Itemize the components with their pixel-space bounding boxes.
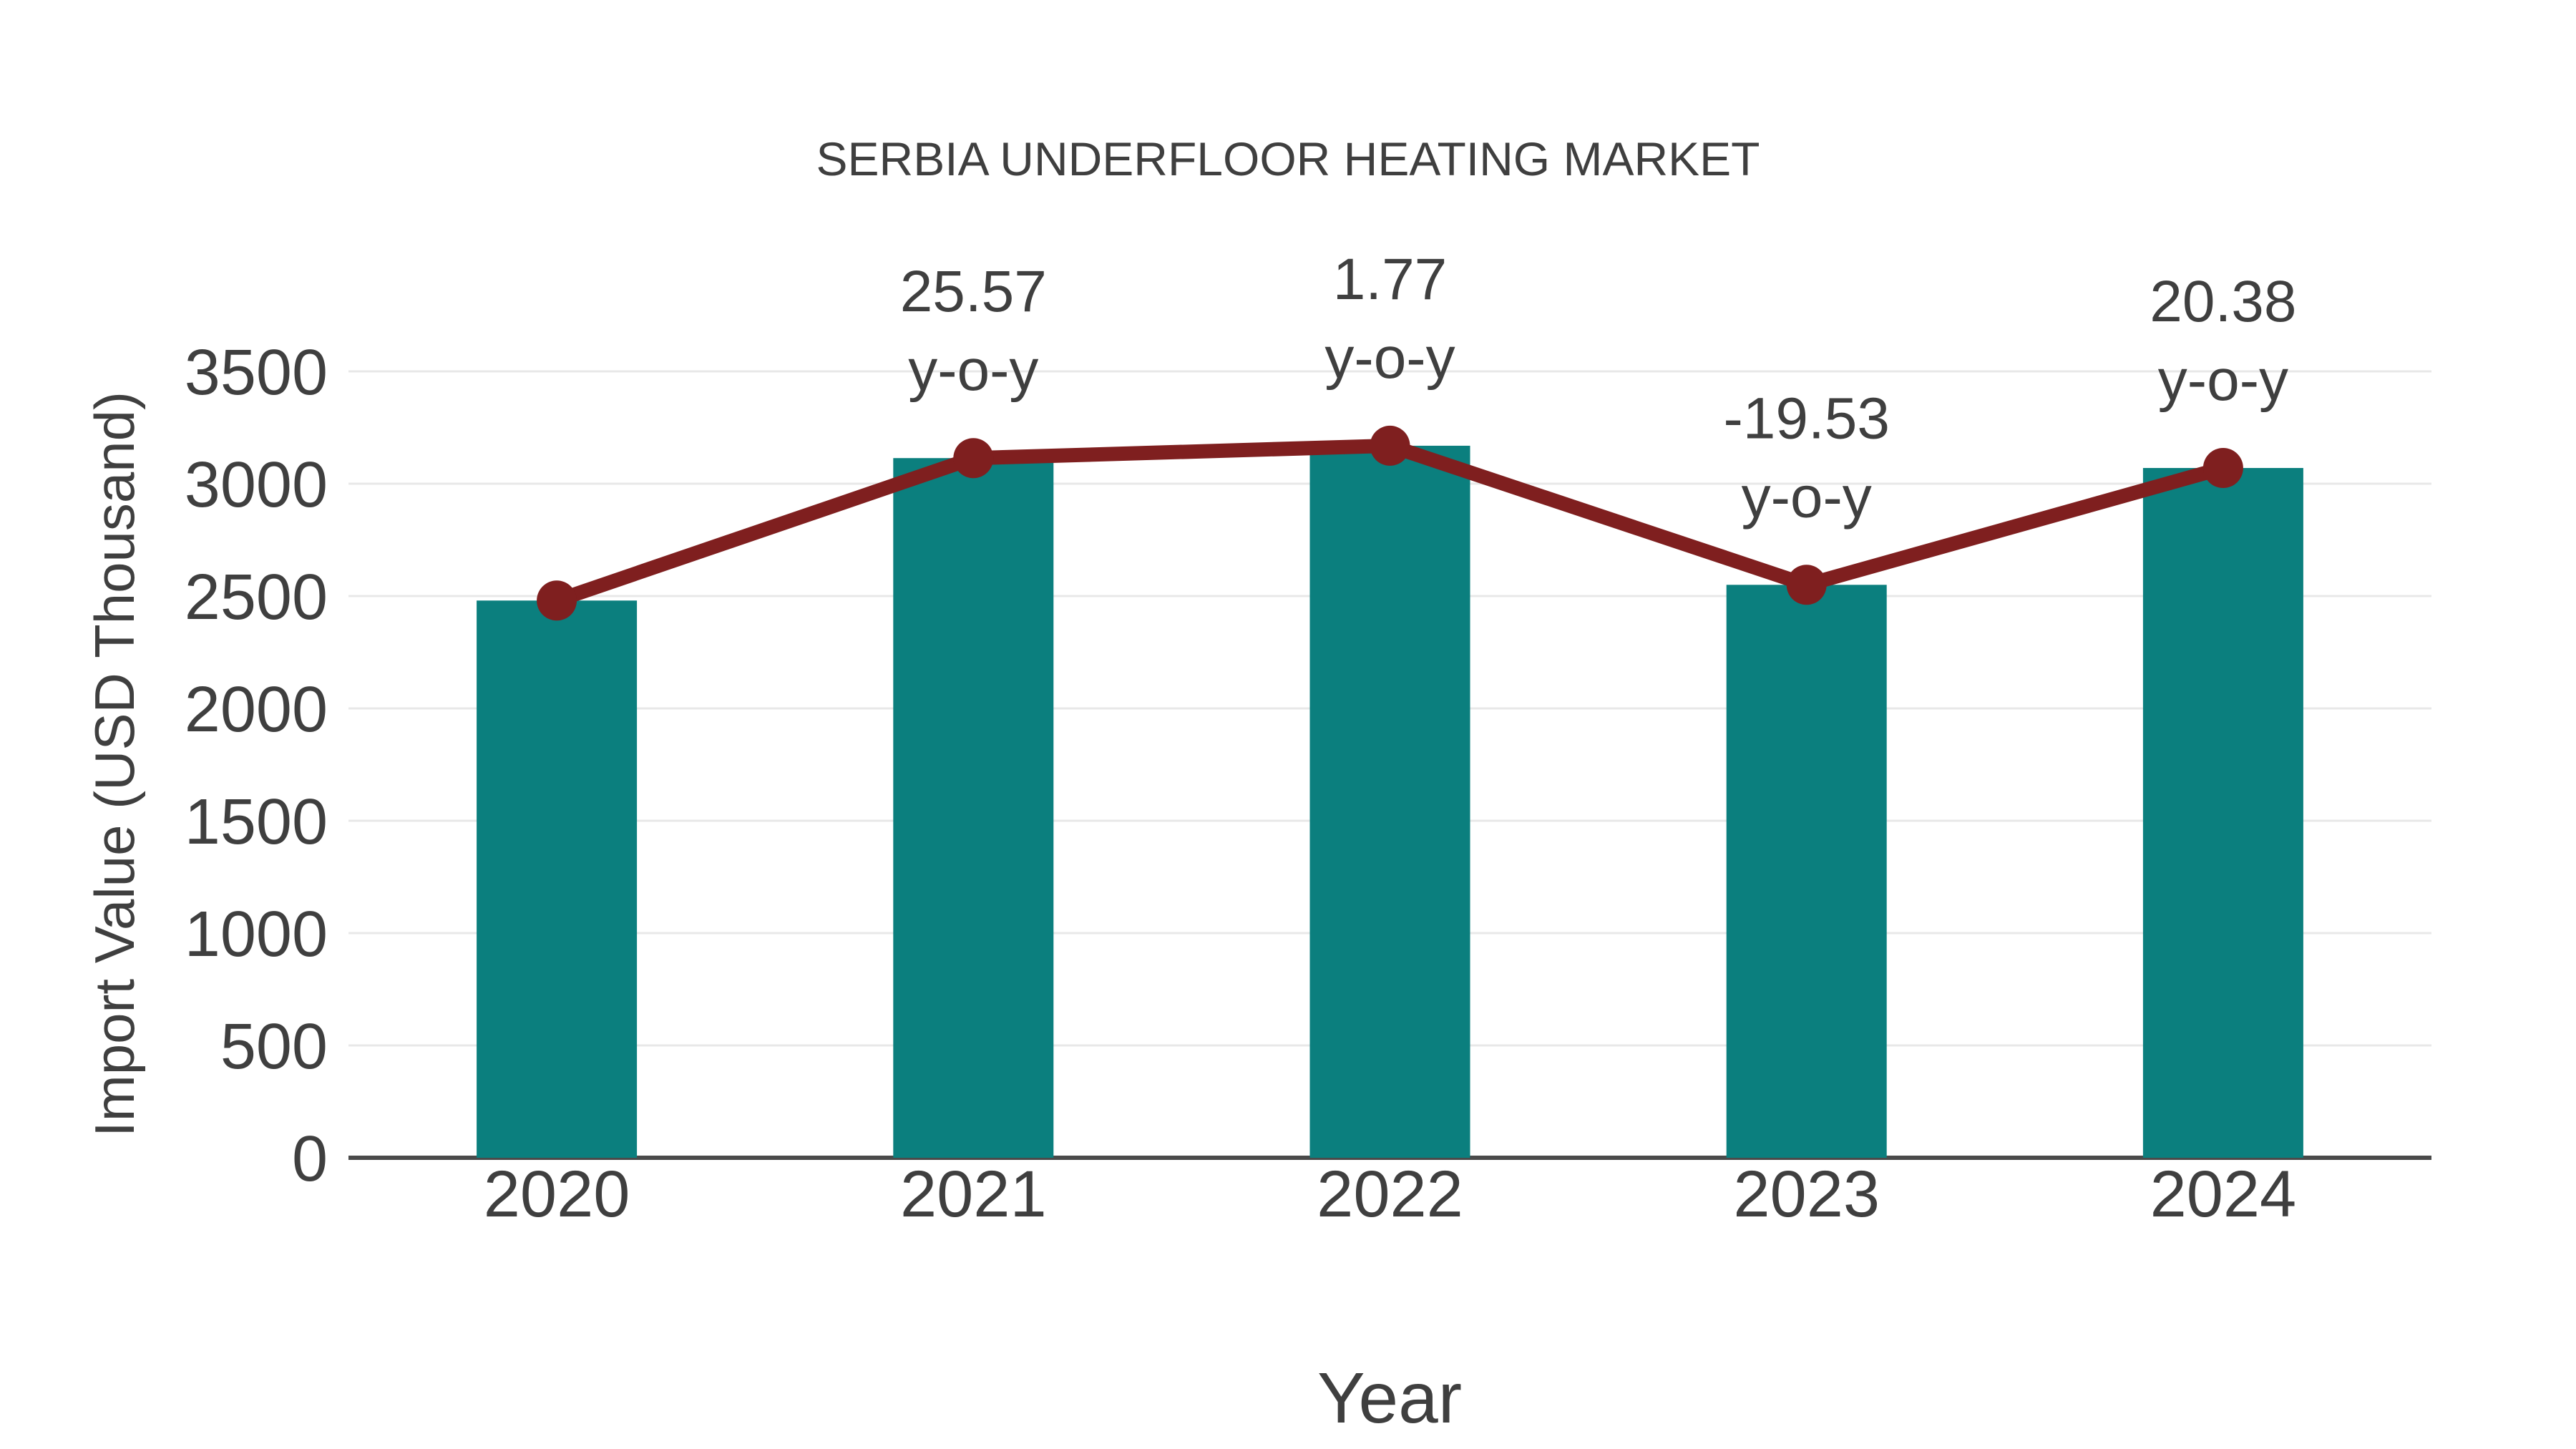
- marker-2020: [537, 580, 577, 621]
- x-axis-title: Year: [1317, 1358, 1462, 1438]
- bar-series: [477, 445, 2303, 1158]
- annotations: 25.57 y-o-y 1.77 y-o-y -19.53 y-o-y 20.38 y-o-y: [900, 247, 2297, 530]
- x-tick-label-2020: 2020: [484, 1158, 630, 1231]
- y-tick-label-1500: 1500: [185, 786, 328, 858]
- marker-2022: [1370, 425, 1410, 466]
- y-tick-label-2500: 2500: [185, 562, 328, 633]
- annotation-value-2024: 20.38: [2150, 269, 2296, 334]
- x-tick-label-2021: 2021: [900, 1158, 1047, 1231]
- y-tick-label-3000: 3000: [185, 449, 328, 521]
- marker-2023: [1786, 565, 1827, 605]
- annotation-value-2023: -19.53: [1723, 386, 1890, 451]
- x-tick-label-2023: 2023: [1733, 1158, 1880, 1231]
- bar-2021: [893, 458, 1054, 1158]
- y-tick-labels: 0 500 1000 1500 2000 2500 3000 3500: [185, 337, 328, 1195]
- annotation-value-2021: 25.57: [900, 259, 1047, 324]
- y-tick-label-1000: 1000: [185, 899, 328, 970]
- y-axis-title: Import Value (USD Thousand): [83, 391, 146, 1137]
- line-series: [537, 425, 2243, 621]
- annotation-suffix-2022: y-o-y: [1324, 326, 1455, 391]
- x-tick-label-2022: 2022: [1317, 1158, 1463, 1231]
- marker-2024: [2202, 448, 2243, 489]
- annotation-suffix-2024: y-o-y: [2158, 348, 2288, 413]
- x-tick-label-2024: 2024: [2150, 1158, 2297, 1231]
- bar-2024: [2142, 468, 2303, 1158]
- bar-2022: [1309, 445, 1470, 1158]
- y-tick-label-500: 500: [220, 1011, 328, 1083]
- annotation-suffix-2023: y-o-y: [1742, 464, 1872, 530]
- y-tick-label-2000: 2000: [185, 674, 328, 746]
- marker-2021: [953, 438, 994, 479]
- bar-2020: [477, 600, 638, 1158]
- chart-title: SERBIA UNDERFLOOR HEATING MARKET: [816, 132, 1760, 185]
- annotation-value-2022: 1.77: [1333, 247, 1448, 312]
- annotation-suffix-2021: y-o-y: [908, 338, 1038, 403]
- y-tick-label-0: 0: [292, 1123, 328, 1195]
- x-tick-labels: 2020 2021 2022 2023 2024: [484, 1158, 2296, 1231]
- bar-2023: [1726, 585, 1887, 1158]
- y-tick-label-3500: 3500: [185, 337, 328, 409]
